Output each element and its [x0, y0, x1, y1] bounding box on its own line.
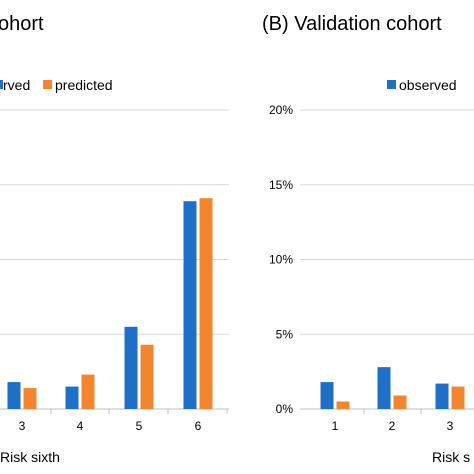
- left-x-tick-label: 4: [77, 419, 84, 433]
- left-x-axis-label: Risk sixth: [0, 449, 60, 465]
- left-legend-predicted-label: predicted: [55, 77, 113, 93]
- left-legend-observed-label: rved: [3, 77, 30, 93]
- right-bar-predicted-3: [451, 386, 465, 409]
- left-bar-observed-4: [65, 386, 79, 409]
- right-bar-observed-1: [320, 382, 334, 409]
- left-legend-predicted-swatch: [43, 80, 52, 89]
- left-x-tick-label: 6: [195, 419, 202, 433]
- right-bar-observed-2: [377, 367, 391, 409]
- right-x-tick-label: 3: [447, 419, 454, 433]
- right-y-tick-label: 5%: [276, 327, 294, 341]
- left-x-tick-label: 3: [19, 419, 26, 433]
- right-legend-observed-swatch: [387, 80, 396, 89]
- left-bar-predicted-4: [81, 374, 95, 409]
- right-bar-observed-3: [435, 383, 449, 409]
- right-y-tick-label: 0%: [276, 402, 294, 416]
- left-bar-predicted-5: [140, 344, 154, 409]
- right-legend-observed-label: observed: [399, 77, 457, 93]
- left-bar-predicted-6: [199, 198, 213, 409]
- right-x-tick-label: 2: [389, 419, 396, 433]
- right-bar-predicted-2: [393, 395, 407, 409]
- right-x-tick-label: 1: [332, 419, 339, 433]
- left-chart-title: ohort: [0, 13, 44, 35]
- left-x-tick-label: 5: [136, 419, 143, 433]
- left-bar-observed-5: [124, 326, 138, 409]
- left-bar-predicted-3: [23, 388, 37, 409]
- right-chart-title: (B) Validation cohort: [262, 13, 442, 35]
- right-x-axis-label: Risk s: [432, 449, 470, 465]
- left-bar-observed-3: [7, 382, 21, 409]
- right-y-tick-label: 10%: [269, 253, 293, 267]
- right-y-tick-label: 20%: [269, 103, 293, 117]
- left-legend-observed-swatch: [0, 80, 3, 89]
- right-y-tick-label: 15%: [269, 178, 293, 192]
- left-bar-observed-6: [183, 201, 197, 409]
- right-bar-predicted-1: [336, 401, 350, 409]
